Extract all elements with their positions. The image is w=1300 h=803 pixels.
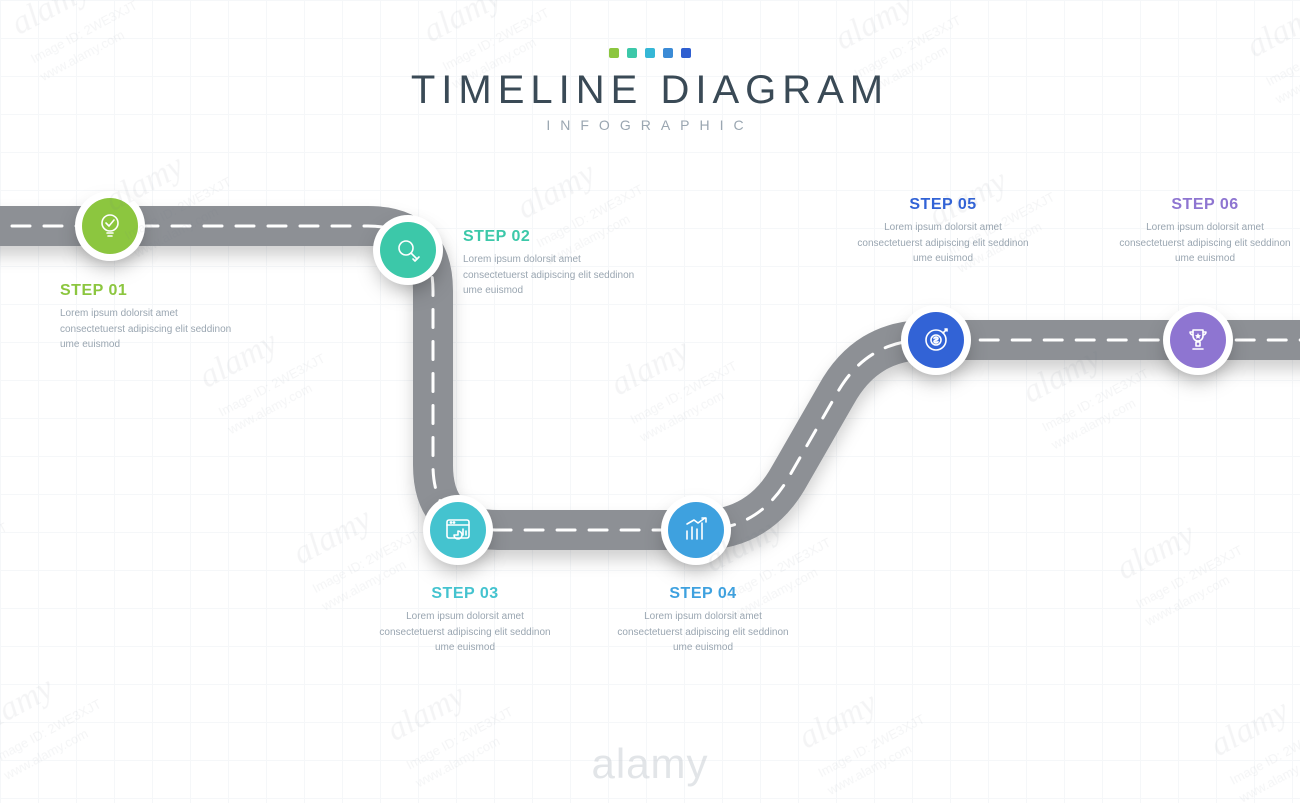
browser-chart-icon [430,502,486,558]
road-center-line [0,226,1300,530]
step-label: STEP 04 [613,585,793,603]
page-title: TIMELINE DIAGRAM [0,68,1300,113]
step-node-3 [423,495,493,565]
step-node-5 [901,305,971,375]
step-description: Lorem ipsum dolorsit amet consectetuerst… [60,306,240,353]
step-label: STEP 02 [463,228,643,246]
step-node-2 [373,215,443,285]
step-description: Lorem ipsum dolorsit amet consectetuerst… [1115,220,1295,267]
step-block-6: STEP 06 Lorem ipsum dolorsit amet consect… [1115,196,1295,267]
step-description: Lorem ipsum dolorsit amet consectetuerst… [463,252,643,299]
accent-dot [681,48,691,58]
step-label: STEP 05 [853,196,1033,214]
step-block-2: STEP 02 Lorem ipsum dolorsit amet consect… [463,228,643,299]
bar-growth-icon [668,502,724,558]
accent-dots-row [0,48,1300,58]
step-block-3: STEP 03 Lorem ipsum dolorsit amet consect… [375,585,555,656]
accent-dot [645,48,655,58]
road-path [0,226,1300,530]
step-description: Lorem ipsum dolorsit amet consectetuerst… [375,609,555,656]
step-block-1: STEP 01 Lorem ipsum dolorsit amet consect… [60,282,240,353]
step-block-4: STEP 04 Lorem ipsum dolorsit amet consect… [613,585,793,656]
step-label: STEP 03 [375,585,555,603]
step-node-1 [75,191,145,261]
step-label: STEP 01 [60,282,240,300]
dollar-target-icon [908,312,964,368]
step-block-5: STEP 05 Lorem ipsum dolorsit amet consect… [853,196,1033,267]
step-label: STEP 06 [1115,196,1295,214]
accent-dot [627,48,637,58]
step-description: Lorem ipsum dolorsit amet consectetuerst… [613,609,793,656]
magnifier-check-icon [380,222,436,278]
page-subtitle: INFOGRAPHIC [0,117,1300,133]
accent-dot [663,48,673,58]
accent-dot [609,48,619,58]
trophy-icon [1170,312,1226,368]
header: TIMELINE DIAGRAM INFOGRAPHIC [0,48,1300,133]
step-description: Lorem ipsum dolorsit amet consectetuerst… [853,220,1033,267]
step-node-4 [661,495,731,565]
step-node-6 [1163,305,1233,375]
lightbulb-icon [82,198,138,254]
